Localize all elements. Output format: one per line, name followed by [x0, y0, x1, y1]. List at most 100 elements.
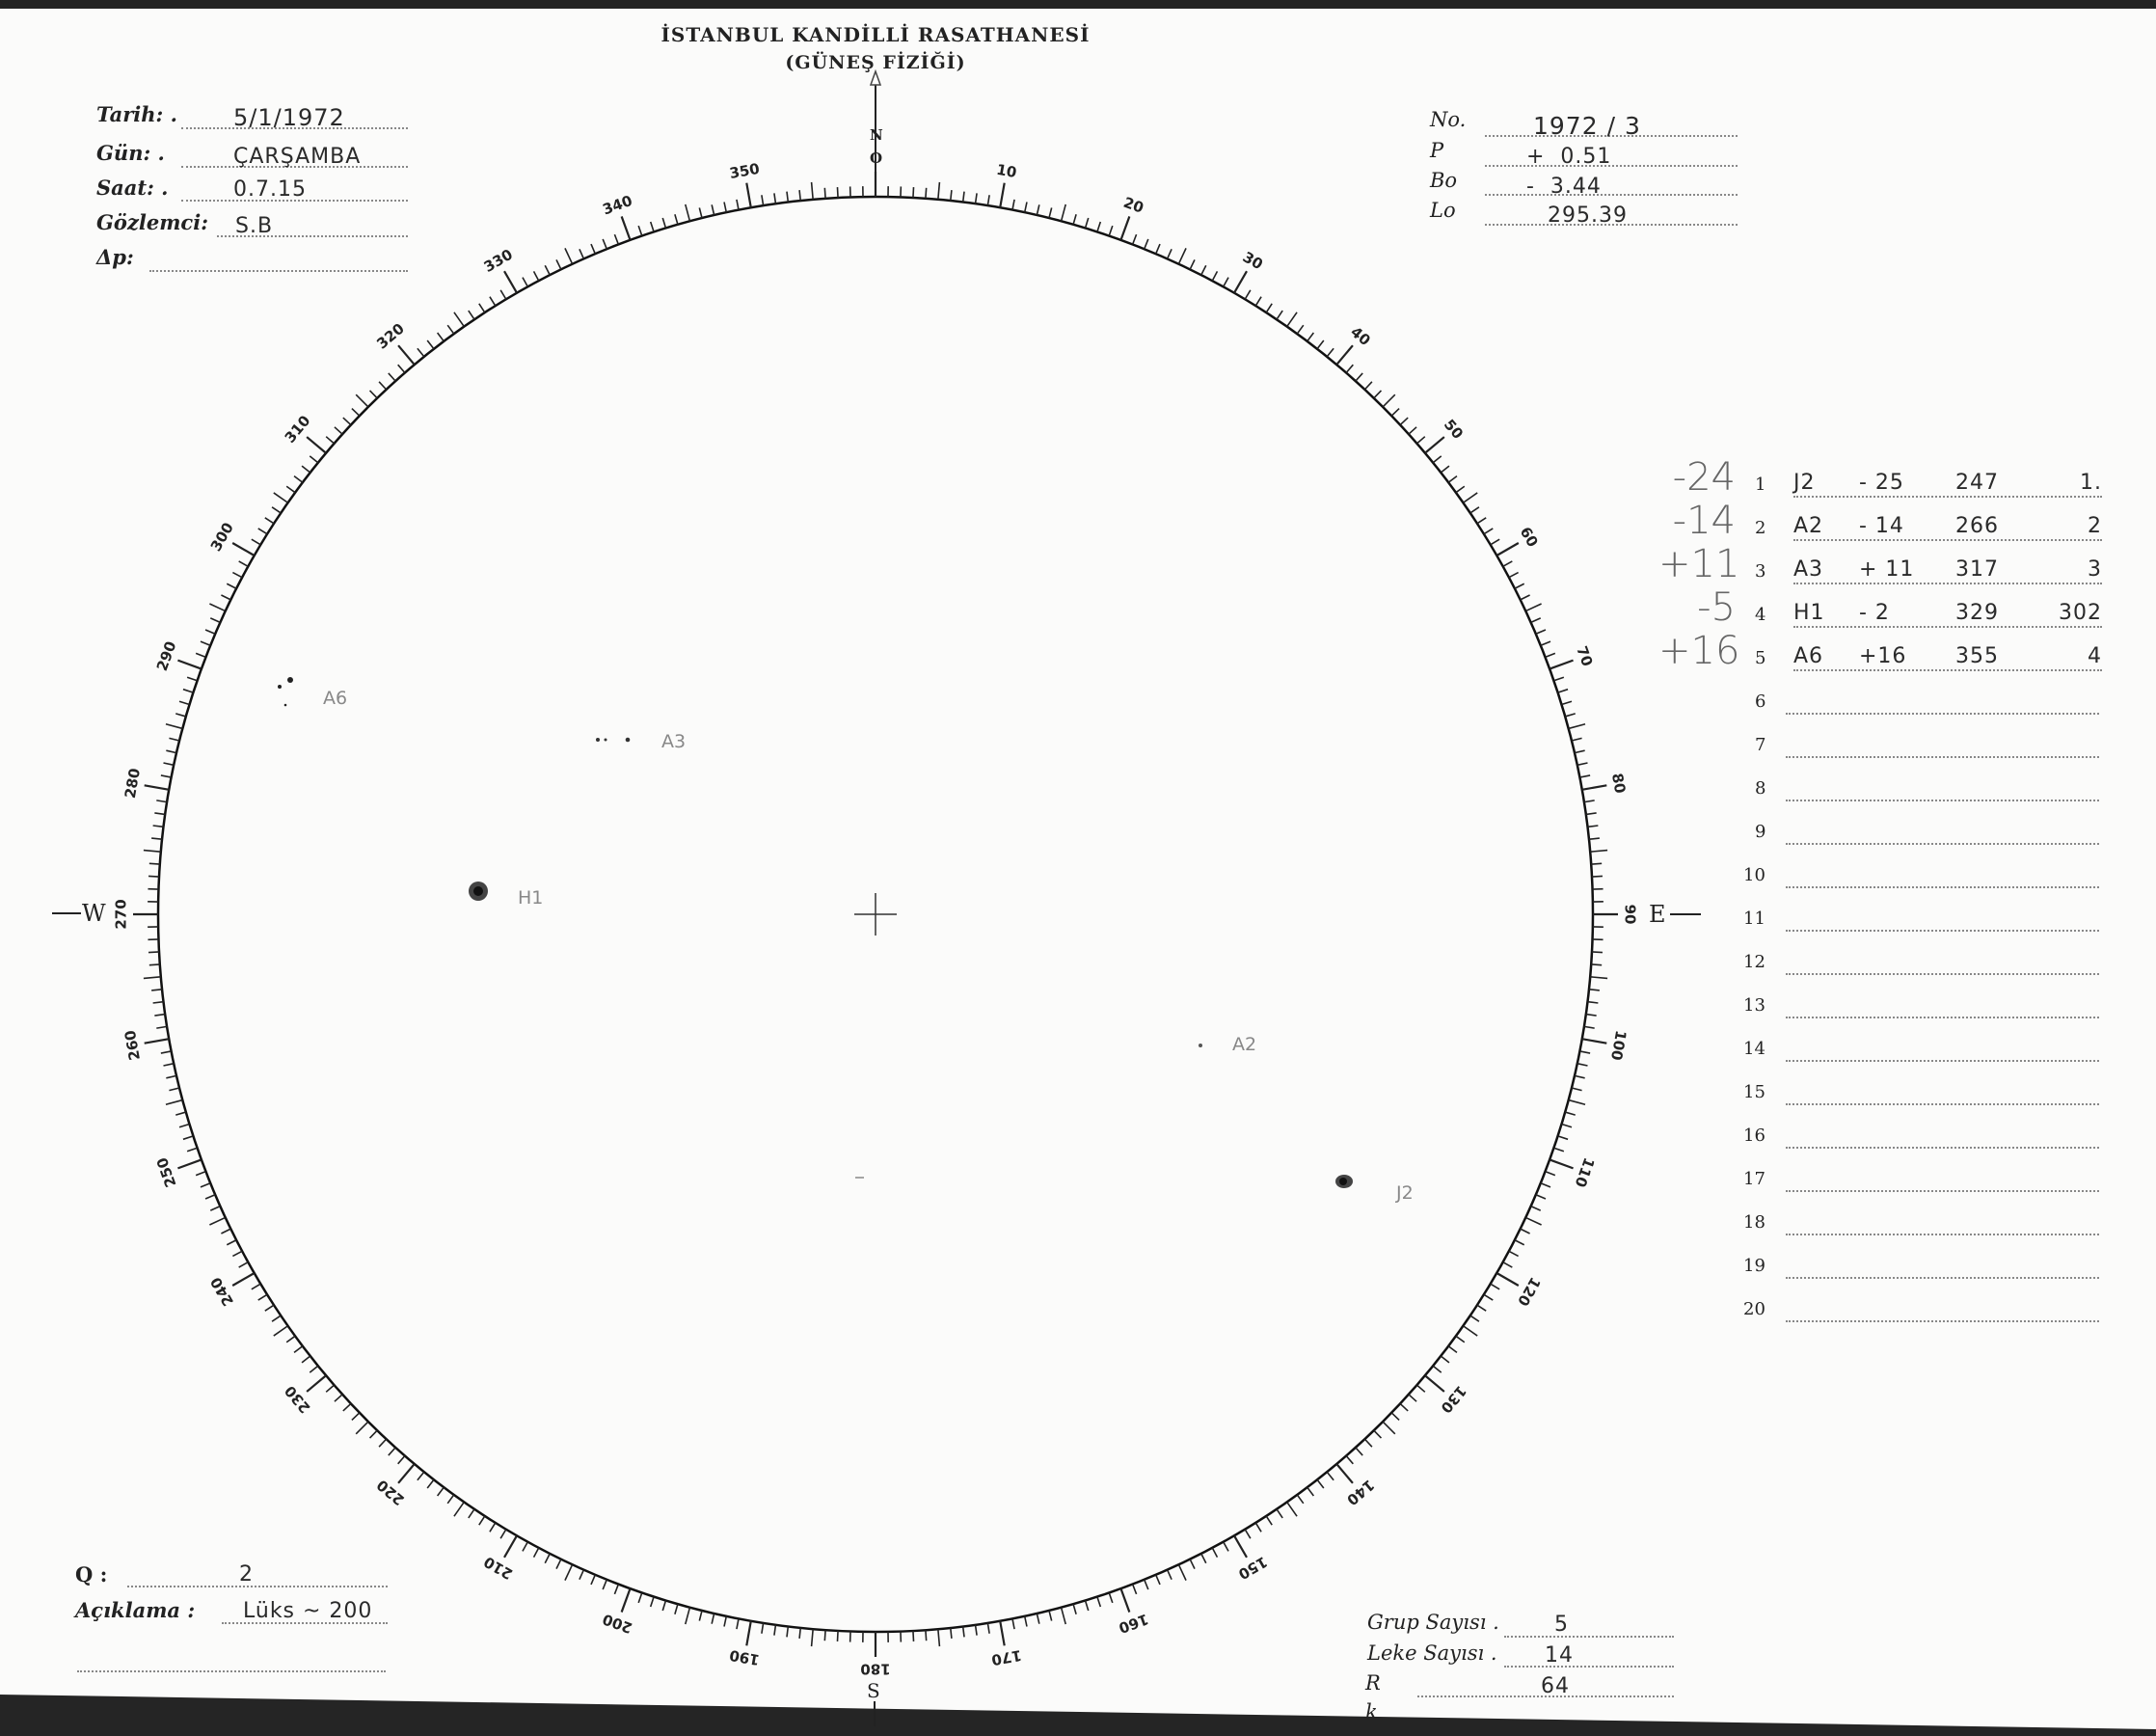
table-row-line	[1786, 1017, 2099, 1018]
scale-tick	[736, 1618, 740, 1630]
scale-tick	[1326, 1471, 1334, 1481]
scale-tick	[1583, 800, 1595, 803]
scale-tick	[1579, 1050, 1591, 1054]
table-row-group-name: J2	[1793, 471, 1816, 495]
scale-tick	[1060, 1607, 1066, 1625]
scale-tick	[698, 1610, 703, 1621]
scale-label: 290	[153, 639, 180, 674]
scale-tick	[999, 1620, 1006, 1646]
scale-tick	[1469, 1315, 1480, 1322]
scale-tick	[301, 1355, 311, 1364]
scale-tick	[602, 238, 608, 250]
scale-tick	[453, 312, 465, 328]
table-row-number: 12	[1743, 952, 1765, 972]
scale-tick	[231, 1250, 243, 1258]
scale-tick	[1036, 204, 1040, 216]
scale-label: 110	[1571, 1155, 1598, 1190]
scale-tick	[1363, 381, 1373, 391]
scale-tick	[1496, 542, 1520, 556]
scale-tick	[1424, 436, 1445, 454]
scale-label: 10	[995, 161, 1018, 181]
scale-tick	[154, 812, 166, 816]
scale-tick	[544, 1553, 551, 1564]
scale-tick	[522, 1541, 529, 1552]
scale-tick	[166, 749, 177, 754]
scale-label: 310	[282, 412, 314, 447]
scale-tick	[1200, 264, 1207, 276]
scale-tick	[499, 1529, 507, 1539]
scale-tick	[1048, 1610, 1053, 1621]
scale-tick	[165, 1099, 183, 1105]
scale-tick	[271, 1315, 282, 1322]
scale-tick	[1108, 225, 1114, 236]
scale-tick	[823, 187, 826, 199]
scale-tick	[273, 492, 289, 503]
table-row-line	[1786, 1320, 2099, 1322]
scale-tick	[397, 1463, 416, 1484]
scale-tick	[1462, 492, 1478, 503]
scale-label: 270	[113, 899, 130, 929]
table-row-number: 20	[1743, 1299, 1765, 1319]
scale-tick	[1591, 875, 1604, 878]
scale-tick	[1072, 214, 1077, 226]
scale-tick	[1096, 221, 1102, 232]
scale-tick	[1568, 1099, 1586, 1105]
scale-tick	[499, 289, 507, 300]
scale-tick	[1587, 1000, 1599, 1004]
scale-tick	[1502, 560, 1513, 568]
scale-tick	[209, 1205, 221, 1211]
scale-tick	[195, 1170, 206, 1177]
scale-tick	[169, 1087, 180, 1092]
scale-tick	[1590, 976, 1608, 980]
table-row-latitude: - 2	[1859, 601, 1890, 625]
scale-tick	[1200, 1553, 1207, 1564]
scale-tick	[160, 774, 172, 778]
scale-tick	[532, 1547, 540, 1559]
compass-east-label: E	[1649, 901, 1666, 928]
scale-tick	[1455, 1335, 1466, 1343]
scale-tick	[1265, 1515, 1273, 1526]
scale-tick	[532, 270, 540, 282]
field-label-aciklama: Açıklama :	[75, 1598, 196, 1622]
scale-label: 330	[481, 246, 516, 276]
scale-tick	[1581, 784, 1607, 791]
field-value-p: + 0.51	[1526, 145, 1612, 169]
scale-tick	[1131, 233, 1138, 245]
scale-tick	[355, 1421, 369, 1435]
scale-label: 280	[121, 767, 144, 800]
scale-tick	[468, 1508, 475, 1519]
scale-tick	[1520, 1228, 1530, 1234]
scale-tick	[1591, 963, 1603, 966]
scale-tick	[961, 1626, 965, 1638]
scale-tick	[1177, 1563, 1187, 1581]
table-row-line	[1786, 1103, 2099, 1105]
scale-tick	[1316, 339, 1325, 350]
scale-tick	[1119, 216, 1131, 241]
scale-tick	[649, 1596, 655, 1608]
scale-tick	[426, 1478, 435, 1489]
scale-tick	[355, 393, 369, 408]
scale-tick	[1286, 1501, 1298, 1517]
table-row-group-name: H1	[1793, 601, 1825, 625]
scale-tick	[163, 1062, 175, 1067]
sunspot-label-A2: A2	[1232, 1034, 1257, 1055]
scale-tick	[986, 1622, 990, 1634]
scale-tick	[773, 193, 777, 204]
scale-tick	[1574, 749, 1585, 754]
scale-tick	[1574, 1074, 1585, 1079]
scale-tick	[1549, 1158, 1574, 1170]
table-row-note: -14	[1672, 499, 1736, 543]
scale-tick	[1476, 517, 1487, 525]
scale-tick	[1577, 762, 1588, 767]
field-value-spot-count: 14	[1545, 1643, 1574, 1668]
table-row-line	[1786, 1147, 2099, 1149]
table-row-note: +16	[1658, 629, 1740, 673]
scale-tick	[285, 1335, 296, 1343]
field-label-k: k	[1365, 1700, 1378, 1723]
scale-tick	[999, 182, 1006, 208]
scale-tick	[1587, 825, 1599, 828]
scale-tick	[1060, 203, 1066, 222]
scale-label: 100	[1607, 1029, 1630, 1062]
table-row-line	[1786, 1234, 2099, 1235]
scale-tick	[143, 849, 161, 853]
